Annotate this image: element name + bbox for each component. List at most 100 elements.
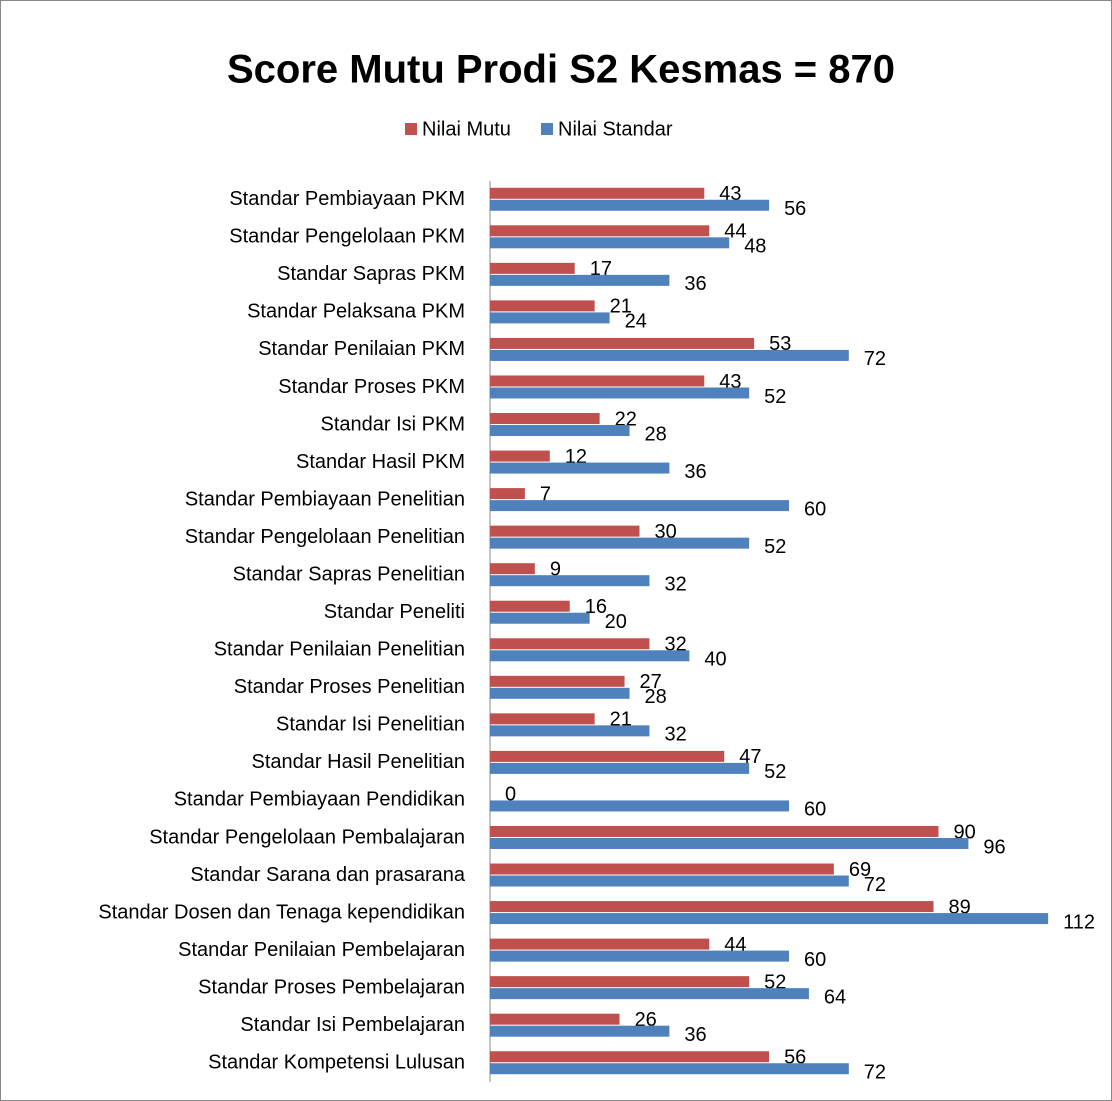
bar [490, 1025, 670, 1037]
data-label: 64 [824, 986, 846, 1008]
bar [490, 988, 809, 1000]
category-label: Standar Pengelolaan PKM [229, 226, 465, 248]
data-label: 52 [764, 386, 786, 408]
legend-label: Nilai Mutu [422, 118, 511, 140]
data-label: 32 [664, 573, 686, 595]
category-label: Standar Proses Penelitian [234, 676, 465, 698]
bar [490, 337, 755, 349]
category-label: Standar Isi PKM [320, 413, 465, 435]
data-label: 0 [505, 784, 516, 806]
bar [490, 901, 934, 913]
bar [490, 488, 525, 500]
bar [490, 913, 1049, 925]
bar [490, 762, 750, 774]
data-label: 89 [949, 896, 971, 918]
bar [490, 825, 939, 837]
category-label: Standar Proses PKM [278, 376, 465, 398]
category-label: Standar Pembiayaan Pendidikan [174, 789, 465, 811]
bar [490, 1063, 849, 1075]
data-label: 36 [684, 461, 706, 483]
bar [490, 800, 789, 812]
bar [490, 537, 750, 549]
bar [490, 950, 789, 962]
bar [490, 612, 590, 624]
category-label: Standar Penilaian Pembelajaran [178, 939, 465, 961]
data-label: 7 [540, 483, 551, 505]
bar [490, 237, 730, 249]
data-label: 48 [744, 236, 766, 258]
bar [490, 837, 969, 849]
data-label: 28 [645, 686, 667, 708]
data-label: 52 [764, 971, 786, 993]
data-label: 52 [764, 536, 786, 558]
data-label: 43 [719, 371, 741, 393]
data-label: 44 [724, 221, 746, 243]
legend-swatch [541, 123, 553, 135]
data-label: 24 [625, 311, 647, 333]
data-label: 43 [719, 183, 741, 205]
data-label: 112 [1063, 911, 1095, 933]
bar [490, 349, 849, 361]
bar [490, 199, 770, 211]
data-label: 28 [645, 423, 667, 445]
data-label: 52 [764, 761, 786, 783]
data-label: 36 [684, 1024, 706, 1046]
data-label: 44 [724, 934, 746, 956]
category-label: Standar Hasil Penelitian [252, 751, 465, 773]
data-label: 26 [635, 1009, 657, 1031]
category-label: Standar Dosen dan Tenaga kependidikan [98, 901, 465, 923]
data-label: 16 [585, 596, 607, 618]
bar [490, 312, 610, 324]
category-label: Standar Hasil PKM [296, 451, 465, 473]
bar [490, 274, 670, 286]
data-label: 21 [610, 296, 632, 318]
data-label: 32 [664, 724, 686, 746]
chart-title: Score Mutu Prodi S2 Kesmas = 870 [227, 48, 895, 92]
category-label: Standar Penilaian PKM [258, 338, 465, 360]
data-label: 47 [739, 746, 761, 768]
category-label: Standar Pembiayaan PKM [229, 188, 465, 210]
data-label: 69 [849, 859, 871, 881]
data-label: 30 [655, 521, 677, 543]
category-label: Standar Pelaksana PKM [247, 301, 465, 323]
bar [490, 387, 750, 399]
bar [490, 1051, 770, 1063]
category-label: Standar Peneliti [324, 601, 465, 623]
data-label: 17 [590, 258, 612, 280]
data-label: 12 [565, 446, 587, 468]
data-label: 60 [804, 949, 826, 971]
data-label: 53 [769, 333, 791, 355]
bar [490, 187, 705, 199]
data-label: 72 [864, 1062, 886, 1084]
bar [490, 413, 600, 425]
data-label: 96 [983, 836, 1005, 858]
data-label: 60 [804, 498, 826, 520]
category-label: Standar Isi Pembelajaran [240, 1014, 465, 1036]
data-label: 56 [784, 1047, 806, 1069]
bar [490, 600, 570, 612]
data-label: 22 [615, 408, 637, 430]
data-label: 56 [784, 198, 806, 220]
bar [490, 713, 595, 725]
category-label: Standar Sarana dan prasarana [190, 864, 466, 886]
bar [490, 863, 834, 875]
data-label: 40 [704, 649, 726, 671]
bar [490, 450, 550, 462]
bar [490, 675, 625, 687]
bar [490, 750, 725, 762]
category-label: Standar Pembiayaan Penelitian [185, 488, 465, 510]
bar [490, 262, 575, 274]
bar [490, 1013, 620, 1025]
legend-label: Nilai Standar [558, 118, 673, 140]
bar [490, 575, 650, 587]
data-label: 9 [550, 558, 561, 580]
bar [490, 525, 640, 537]
category-label: Standar Isi Penelitian [276, 714, 465, 736]
data-label: 27 [640, 671, 662, 693]
bar [490, 375, 705, 387]
category-label: Standar Sapras Penelitian [233, 563, 465, 585]
category-label: Standar Proses Pembelajaran [198, 976, 465, 998]
data-label: 90 [954, 821, 976, 843]
